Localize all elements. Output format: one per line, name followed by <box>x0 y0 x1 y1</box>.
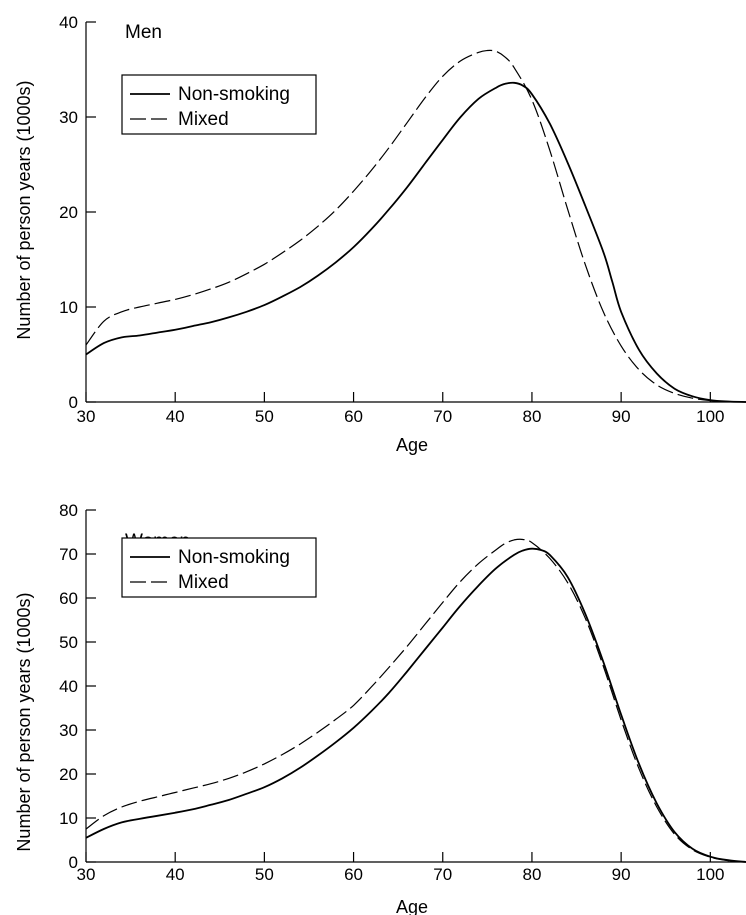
axes: 0 10 20 30 40 30 40 50 60 70 80 90 100 <box>59 13 746 426</box>
x-axis-label: Age <box>396 897 428 915</box>
legend-label-non-smoking: Non-smoking <box>178 84 290 105</box>
x-tick-label: 90 <box>612 865 631 884</box>
x-axis-label: Age <box>396 435 428 455</box>
y-tick-label: 20 <box>59 765 78 784</box>
chart-women: Women Number of person years (1000s) Age… <box>14 501 746 915</box>
x-tick-label: 80 <box>522 407 541 426</box>
x-tick-label: 60 <box>344 407 363 426</box>
y-tick-label: 0 <box>69 393 78 412</box>
y-tick-label: 40 <box>59 677 78 696</box>
y-tick-label: 10 <box>59 809 78 828</box>
panel-title: Men <box>125 22 162 43</box>
y-tick-label: 70 <box>59 545 78 564</box>
x-tick-label: 30 <box>77 407 96 426</box>
x-tick-label: 100 <box>696 407 724 426</box>
series-lines <box>85 49 746 403</box>
y-tick-label: 20 <box>59 203 78 222</box>
x-tick-label: 40 <box>166 865 185 884</box>
y-tick-label: 10 <box>59 298 78 317</box>
series-lines <box>85 538 746 863</box>
y-tick-label: 30 <box>59 721 78 740</box>
x-tick-label: 70 <box>433 407 452 426</box>
y-axis-label: Number of person years (1000s) <box>14 80 34 339</box>
legend-box <box>121 74 317 135</box>
chart-men: Men Number of person years (1000s) Age 0… <box>14 13 746 455</box>
legend-label-non-smoking: Non-smoking <box>178 547 290 568</box>
x-tick-label: 70 <box>433 865 452 884</box>
y-axis-label: Number of person years (1000s) <box>14 592 34 851</box>
legend: Non-smoking Mixed <box>121 74 317 135</box>
legend-label-mixed: Mixed <box>178 572 229 593</box>
series-line-mixed <box>85 538 746 863</box>
legend-label-mixed: Mixed <box>178 109 229 130</box>
x-tick-label: 100 <box>696 865 724 884</box>
x-tick-label: 30 <box>77 865 96 884</box>
series-line-mixed <box>85 49 746 403</box>
y-tick-label: 60 <box>59 589 78 608</box>
x-tick-label: 50 <box>255 407 274 426</box>
x-tick-label: 80 <box>522 865 541 884</box>
axes: 0 10 20 30 40 50 60 70 80 30 40 50 60 70 80 90 100 <box>59 501 746 884</box>
x-tick-label: 40 <box>166 407 185 426</box>
y-tick-label: 30 <box>59 108 78 127</box>
x-tick-label: 90 <box>612 407 631 426</box>
series-line-non-smoking <box>85 81 746 403</box>
x-tick-label: 60 <box>344 865 363 884</box>
legend-box <box>121 537 317 598</box>
legend: Non-smoking Mixed <box>121 537 317 598</box>
y-tick-label: 40 <box>59 13 78 32</box>
y-tick-label: 80 <box>59 501 78 520</box>
y-tick-label: 0 <box>69 853 78 872</box>
y-tick-label: 50 <box>59 633 78 652</box>
x-tick-label: 50 <box>255 865 274 884</box>
series-line-non-smoking <box>85 547 746 863</box>
